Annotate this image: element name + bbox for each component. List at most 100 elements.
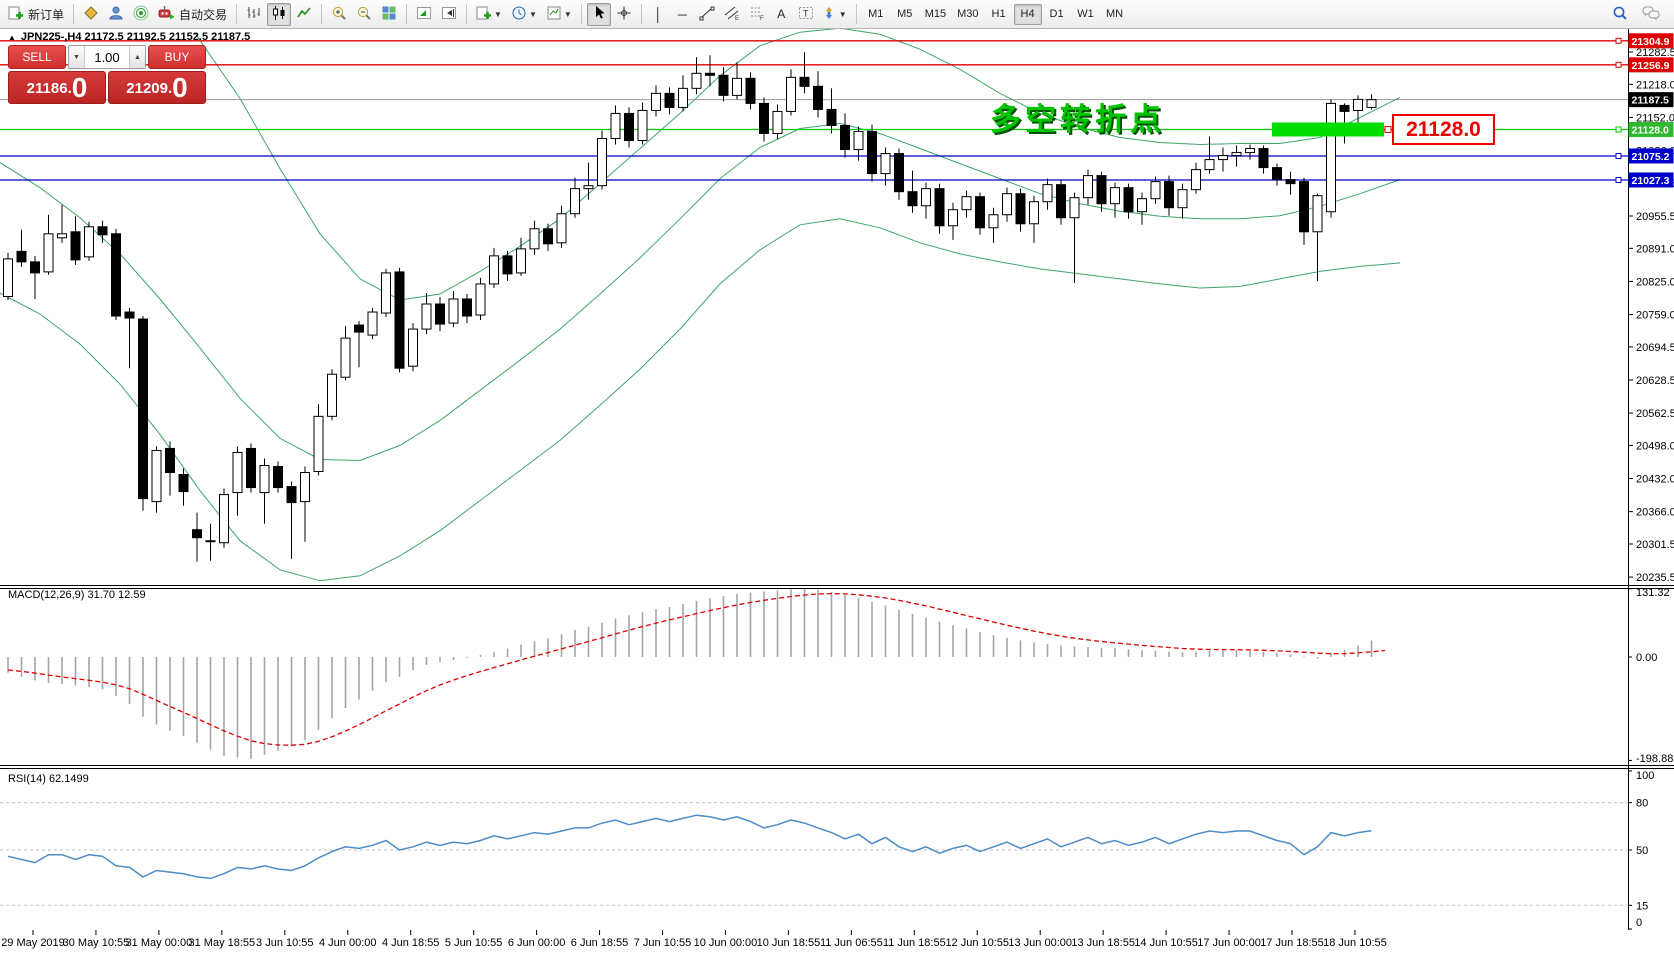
sell-button[interactable]: SELL [8,45,66,69]
zoom-out-button[interactable] [352,3,376,26]
toolbar-separator [321,4,323,24]
fibonacci-icon: F [749,5,765,24]
timeframe-button-H1[interactable]: H1 [991,8,1006,20]
periods-button[interactable]: ▼ [507,3,541,26]
price-tick-label: 21282.5 [1636,47,1674,59]
timeframe-button-M1[interactable]: M1 [868,8,884,20]
timeframe-button-MN[interactable]: MN [1105,8,1124,20]
zoom-in-button[interactable] [327,3,351,26]
signals-button[interactable] [129,3,153,26]
price-badge [1628,57,1674,73]
price-badge [1628,172,1674,188]
candle [354,324,364,333]
volume-value[interactable]: 1.00 [94,49,120,65]
volume-increase-button[interactable]: ▲ [129,46,145,68]
candlestick-chart-button[interactable] [267,2,292,26]
timeframe-button-H4[interactable]: H4 [1013,3,1042,25]
candle [1258,148,1269,169]
channel-tool-button[interactable]: E [720,3,744,26]
auto-trading-button[interactable]: 自动交易 [154,3,231,26]
chevron-down-icon: ▼ [494,9,502,19]
indicators-icon [476,5,492,24]
search-button[interactable] [1608,3,1632,26]
candle [543,228,553,245]
line-chart-button[interactable] [292,3,316,26]
candle [1326,102,1336,213]
sell-price-int: 21186 [26,80,68,97]
chart-canvas[interactable]: 21282.521218.021152.021086.021021.520955… [0,29,1674,953]
horizontal-line-tool-button[interactable]: ─ [671,3,694,26]
time-tick-label: 7 Jun 10:55 [634,937,692,949]
candle [273,465,283,489]
time-tick-label: 4 Jun 18:55 [382,937,440,949]
cursor-tool-button[interactable] [586,2,611,26]
chevron-down-icon: ▼ [528,9,537,19]
accounts-button[interactable] [104,3,128,26]
bar-chart-button[interactable] [242,3,266,26]
price-callout-box[interactable]: 21128.0 [1392,114,1495,145]
candle [961,196,972,211]
chart-shift-button[interactable] [437,3,461,26]
candle [1137,198,1147,213]
text-tool-button[interactable]: A [770,3,793,26]
candle [151,449,162,503]
time-tick-label: 29 May 2019 [1,937,65,949]
clock-icon [511,5,527,24]
buy-price-big-digit: 0 [172,72,188,103]
fibonacci-tool-button[interactable]: F [745,3,769,26]
price-badge [1628,33,1674,49]
timeframe-button-M30[interactable]: M30 [957,8,979,20]
price-tick-label: 20628.5 [1636,375,1674,387]
trendline-icon [699,5,715,24]
symbol-marker-icon: ▲ [8,32,16,42]
crosshair-tool-button[interactable] [612,3,636,26]
candle [556,213,567,244]
candle [1096,175,1107,205]
chat-button[interactable] [1638,3,1664,26]
candles [3,52,1377,562]
symbol-ohlc-text: JPN225-,H4 21172.5 21192.5 21152.5 21187… [20,31,251,43]
candle [1245,148,1255,154]
timeframe-button-M15[interactable]: M15 [924,8,947,20]
candle [1042,184,1053,203]
timeframe-button-M5[interactable]: M5 [897,8,913,20]
volume-decrease-button[interactable]: ▼ [69,46,85,68]
candle [30,261,40,274]
buy-button[interactable]: BUY [148,45,206,69]
vertical-line-icon: │ [654,6,663,22]
time-tick-label: 10 Jun 18:55 [757,937,821,949]
new-order-button[interactable]: 新订单 [4,3,68,26]
sell-price[interactable]: 21186. 0 [8,71,106,104]
tile-windows-button[interactable] [377,3,401,26]
auto-scroll-button[interactable] [412,3,436,26]
buy-price[interactable]: 21209. 0 [108,71,206,104]
market-watch-button[interactable] [79,3,103,26]
candle [637,109,648,142]
vertical-line-tool-button[interactable]: │ [647,3,670,26]
trendline-tool-button[interactable] [695,3,719,26]
chart-annotation-text: 多空转折点 [990,102,1165,137]
candle [1002,193,1012,216]
templates-button[interactable]: ▼ [542,3,576,26]
macd-pane: 131.32 0.00 -198.88 [7,587,1673,765]
text-label-tool-button[interactable]: T [794,3,818,26]
indicators-button[interactable]: ▼ [472,3,506,26]
rsi-line [7,814,1372,880]
arrows-tool-button[interactable]: ▼ [819,3,851,26]
macd-tick-label: 0.00 [1636,652,1657,664]
candle [1110,187,1120,205]
candle [84,226,94,258]
template-icon [546,5,562,24]
candle [340,337,351,378]
timeframe-button-W1[interactable]: W1 [1077,8,1094,20]
volume-stepper: ▼ 1.00 ▲ [68,45,146,69]
time-tick-label: 13 Jun 18:55 [1071,937,1135,949]
timeframe-button-D1[interactable]: D1 [1049,8,1064,20]
time-tick-label: 6 Jun 18:55 [571,937,629,949]
rsi-tick-label: 15 [1636,900,1648,912]
toolbar-separator [580,4,582,24]
auto-trading-icon [158,5,175,24]
candle [97,226,108,236]
candle [705,72,715,76]
candle [435,303,445,325]
